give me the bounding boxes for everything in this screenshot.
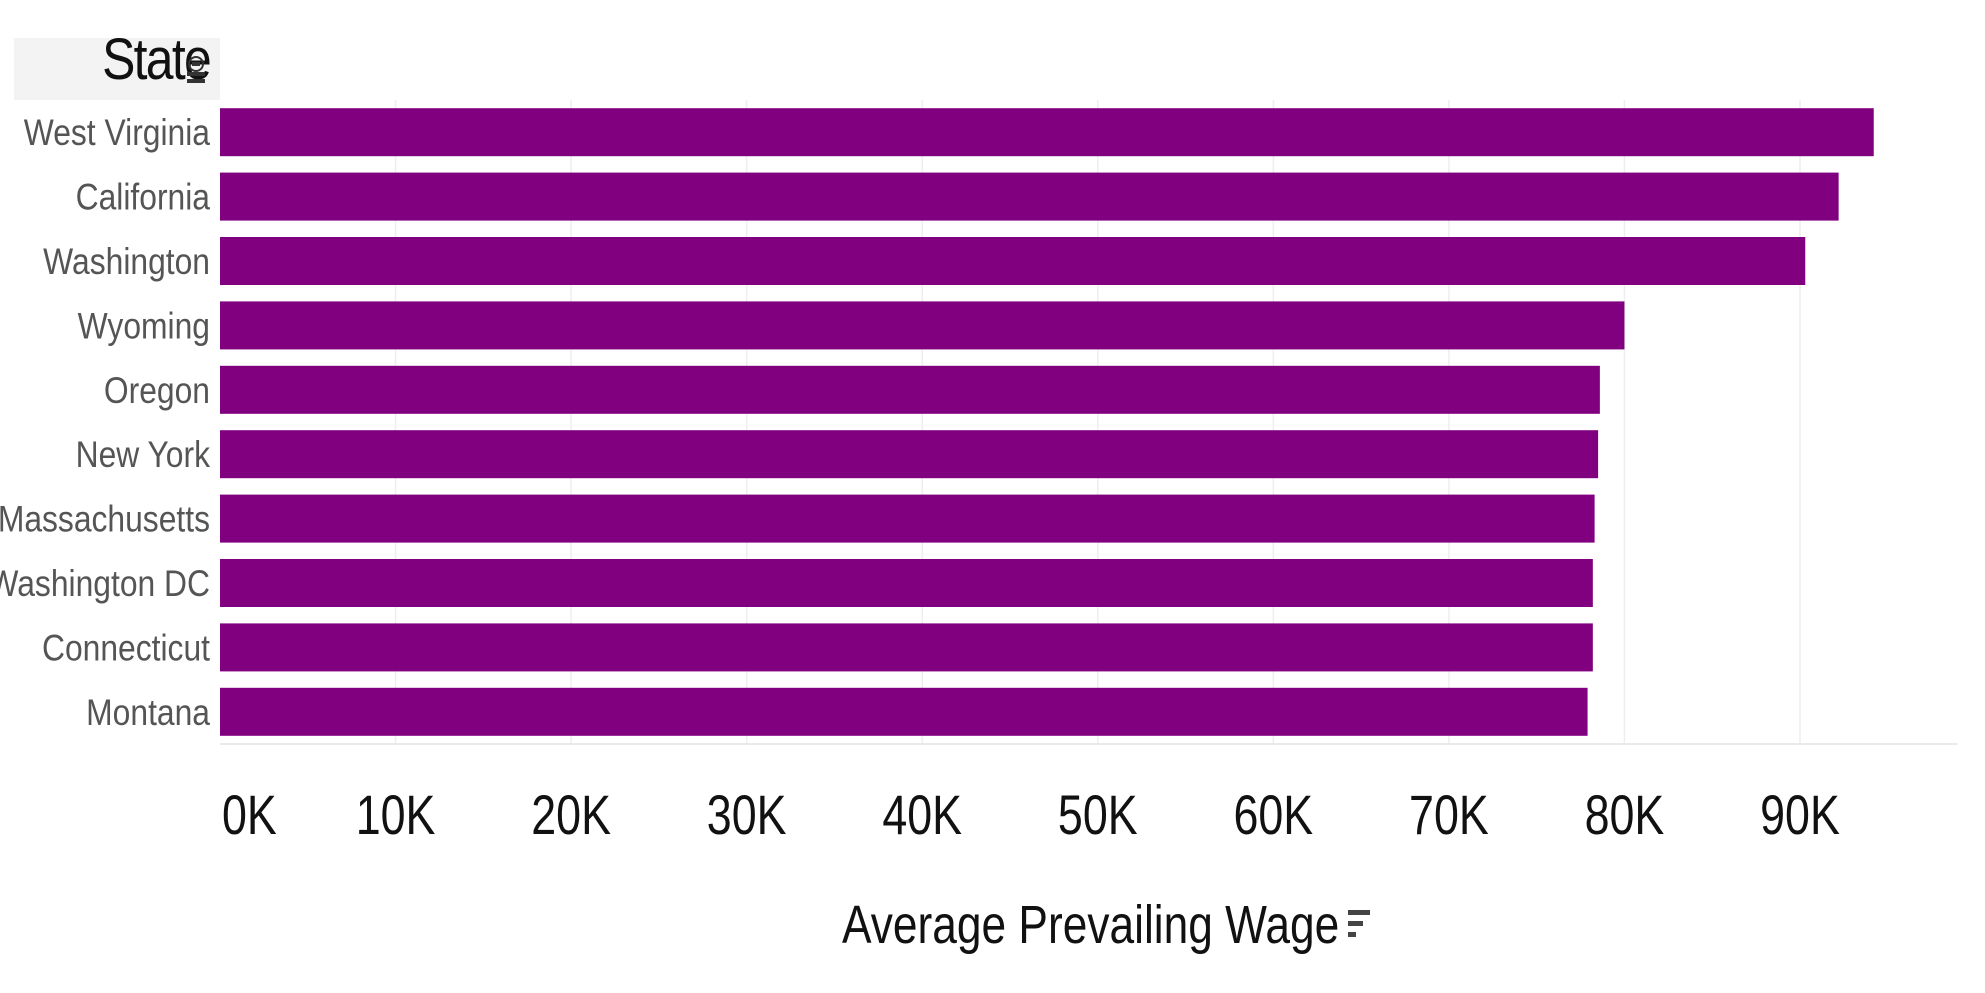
category-label: Wyoming xyxy=(78,306,210,347)
x-tick-label: 80K xyxy=(1585,783,1665,846)
x-tick-label: 20K xyxy=(531,783,611,846)
x-tick-label: 50K xyxy=(1058,783,1138,846)
bar[interactable] xyxy=(220,687,1588,736)
x-tick-label: 10K xyxy=(356,783,436,846)
bar[interactable] xyxy=(220,301,1625,350)
bar[interactable] xyxy=(220,430,1599,479)
category-label: Oregon xyxy=(104,371,210,412)
category-label: Montana xyxy=(86,693,211,734)
category-label: New York xyxy=(76,435,211,476)
sort-icon[interactable] xyxy=(185,52,207,88)
bar[interactable] xyxy=(220,108,1874,157)
category-label: Connecticut xyxy=(42,628,210,669)
category-label: West Virginia xyxy=(24,113,211,154)
x-axis-title: Average Prevailing Wage xyxy=(842,895,1340,955)
x-tick-label: 90K xyxy=(1760,783,1840,846)
category-label: Washington DC xyxy=(0,564,210,605)
bar[interactable] xyxy=(220,365,1600,414)
category-label: California xyxy=(76,177,211,218)
row-header-background xyxy=(14,38,220,100)
bar[interactable] xyxy=(220,237,1806,285)
x-tick-label: 0K xyxy=(222,783,277,846)
x-tick-label: 30K xyxy=(707,783,787,846)
bar[interactable] xyxy=(220,559,1593,607)
x-tick-label: 40K xyxy=(882,783,962,846)
x-tick-label: 70K xyxy=(1409,783,1489,846)
x-tick-label: 60K xyxy=(1233,783,1313,846)
category-label: Washington xyxy=(43,242,210,283)
bar[interactable] xyxy=(220,494,1595,543)
sort-descending-icon[interactable] xyxy=(1345,906,1371,944)
bar[interactable] xyxy=(220,623,1593,672)
bar[interactable] xyxy=(220,172,1839,221)
category-label: Massachusetts xyxy=(0,499,210,540)
